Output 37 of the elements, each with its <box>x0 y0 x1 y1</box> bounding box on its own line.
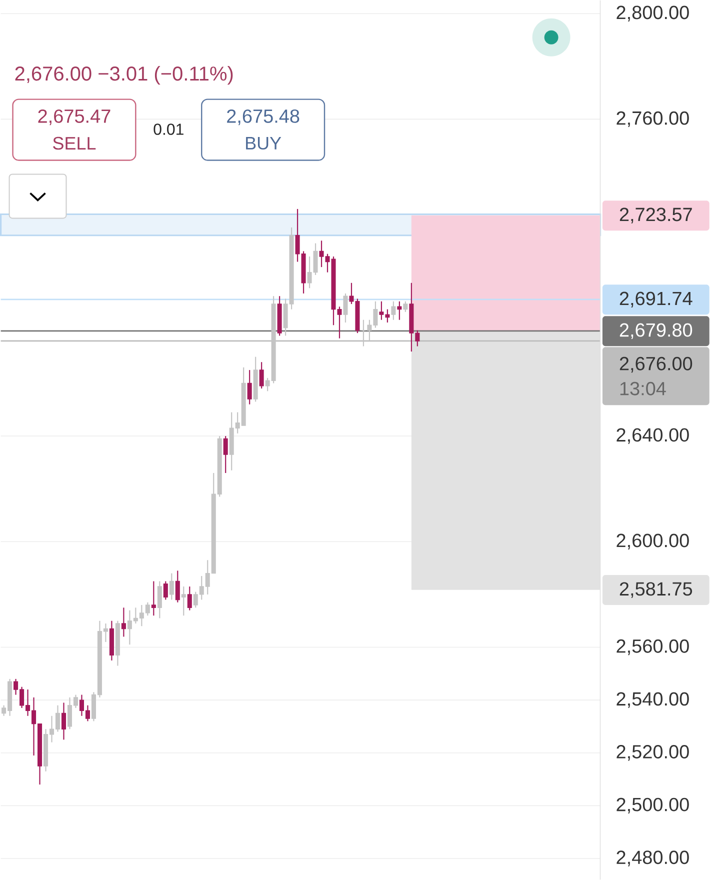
candlestick <box>181 586 186 616</box>
candlestick <box>403 300 408 312</box>
candlestick <box>151 580 156 616</box>
ref-line-label: 2,679.80 <box>620 323 692 339</box>
y-tick-label: 2,760.00 <box>616 111 689 128</box>
y-tick-label: 2,600.00 <box>616 534 689 550</box>
y-tick-label: 2,640.00 <box>616 428 689 444</box>
y-tick-label: 2,500.00 <box>616 798 689 814</box>
text: 13:04 <box>620 382 666 396</box>
annotation: BUY <box>246 136 282 150</box>
y-tick-label: 2,540.00 <box>616 692 689 708</box>
candlestick <box>247 369 252 405</box>
ref-line-label: 2,676.00 <box>620 356 692 373</box>
candlestick <box>259 362 264 390</box>
annotation: SELL <box>52 136 96 150</box>
band-label: 2,723.57 <box>620 208 692 224</box>
annotation: 2,675.48 <box>227 109 300 126</box>
ref-line-label: 2,691.74 <box>620 292 692 308</box>
band-label: 2,581.75 <box>620 582 692 598</box>
annotation: 2,675.47 <box>38 109 110 126</box>
y-tick-label: 2,800.00 <box>616 6 689 22</box>
candlestick <box>391 300 396 320</box>
candlestick <box>187 586 192 611</box>
annotation: 0.01 <box>154 124 184 135</box>
candlestick <box>157 580 162 619</box>
candlestick <box>61 702 66 740</box>
candlestick <box>121 607 126 638</box>
candlestick <box>397 300 402 320</box>
candlestick <box>175 570 180 603</box>
candlestick <box>169 572 174 600</box>
y-tick-label: 2,520.00 <box>616 745 689 761</box>
candlestick <box>223 435 228 474</box>
y-tick-label: 2,480.00 <box>616 850 689 866</box>
y-tick-label: 2,560.00 <box>616 639 689 656</box>
candlestick <box>163 580 168 600</box>
candlestick <box>343 292 348 324</box>
annotation: 2,676.00 −3.01 (−0.11%) <box>15 66 233 85</box>
